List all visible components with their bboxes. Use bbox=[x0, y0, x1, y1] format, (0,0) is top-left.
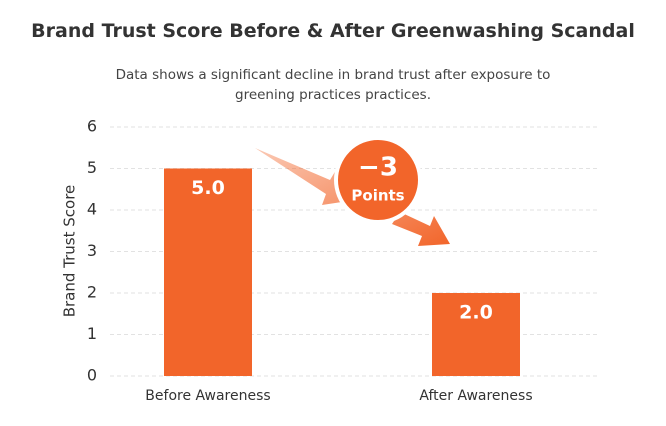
y-tick-label: 4 bbox=[87, 200, 97, 219]
y-tick-label: 0 bbox=[87, 366, 97, 385]
value-label: 2.0 bbox=[459, 302, 493, 324]
value-label: 5.0 bbox=[191, 177, 225, 199]
bar bbox=[164, 168, 252, 376]
annotation-unit: Points bbox=[351, 187, 404, 205]
x-tick-label: Before Awareness bbox=[145, 388, 270, 404]
chart-title: Brand Trust Score Before & After Greenwa… bbox=[31, 20, 635, 42]
y-tick-label: 2 bbox=[87, 283, 97, 302]
annotation-value: −3 bbox=[358, 153, 398, 183]
y-tick-label: 5 bbox=[87, 158, 97, 177]
x-tick-label: After Awareness bbox=[419, 388, 532, 404]
y-tick-label: 1 bbox=[87, 324, 97, 343]
chart-subtitle: Data shows a significant decline in bran… bbox=[115, 67, 551, 103]
y-axis-label: Brand Trust Score bbox=[61, 185, 79, 318]
bar bbox=[432, 293, 520, 376]
annotation-badge bbox=[334, 136, 422, 224]
y-tick-label: 6 bbox=[87, 117, 97, 136]
y-tick-label: 3 bbox=[87, 241, 97, 260]
